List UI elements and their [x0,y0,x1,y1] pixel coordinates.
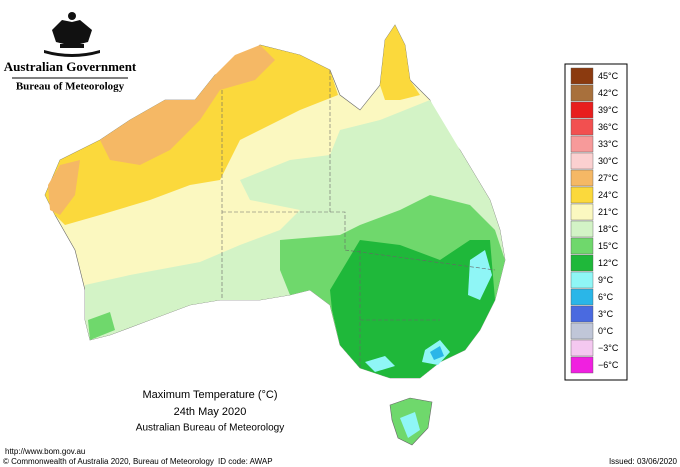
legend-swatch [570,237,594,255]
legend-swatch [570,220,594,238]
emblem [44,12,100,57]
legend-label: 36°C [598,122,619,132]
issued: Issued: 03/06/2020 [609,457,678,466]
legend-label: 12°C [598,258,619,268]
legend-swatch [570,305,594,323]
government: Australian Government [4,59,137,74]
legend-label: 18°C [598,224,619,234]
map [44,24,506,446]
legend-swatch [570,339,594,357]
legend-swatch [570,67,594,85]
legend-swatch [570,186,594,204]
legend-label: 30°C [598,156,619,166]
legend-label: 39°C [598,105,619,115]
legend-label: 42°C [598,88,619,98]
legend-label: 0°C [598,326,614,336]
legend-label: 45°C [598,71,619,81]
legend-label: 33°C [598,139,619,149]
bureau: Bureau of Meteorology [16,81,125,93]
legend: 45°C 42°C 39°C 36°C 33°C 30°C 27°C 24°C 21°C 18°C… [570,67,619,374]
copyright: © Commonwealth of Australia 2020, Bureau… [3,457,214,466]
legend-label: 9°C [598,275,614,285]
legend-label: 3°C [598,309,614,319]
legend-swatch [570,169,594,187]
id-code: ID code: AWAP [218,457,273,466]
legend-swatch [570,101,594,119]
legend-label: 24°C [598,190,619,200]
url: http://www.bom.gov.au [5,447,85,456]
legend-label: −3°C [598,343,619,353]
legend-swatch [570,84,594,102]
legend-swatch [570,322,594,340]
map-title: Maximum Temperature (°C) [142,389,277,401]
legend-swatch [570,203,594,221]
legend-swatch [570,288,594,306]
legend-label: 15°C [598,241,619,251]
legend-swatch [570,356,594,374]
map-date: 24th May 2020 [174,406,247,418]
legend-swatch [570,271,594,289]
map-source: Australian Bureau of Meteorology [136,423,284,434]
legend-swatch [570,254,594,272]
legend-label: 27°C [598,173,619,183]
legend-label: 21°C [598,207,619,217]
legend-swatch [570,118,594,136]
legend-swatch [570,135,594,153]
legend-label: −6°C [598,360,619,370]
legend-label: 6°C [598,292,614,302]
legend-swatch [570,152,594,170]
